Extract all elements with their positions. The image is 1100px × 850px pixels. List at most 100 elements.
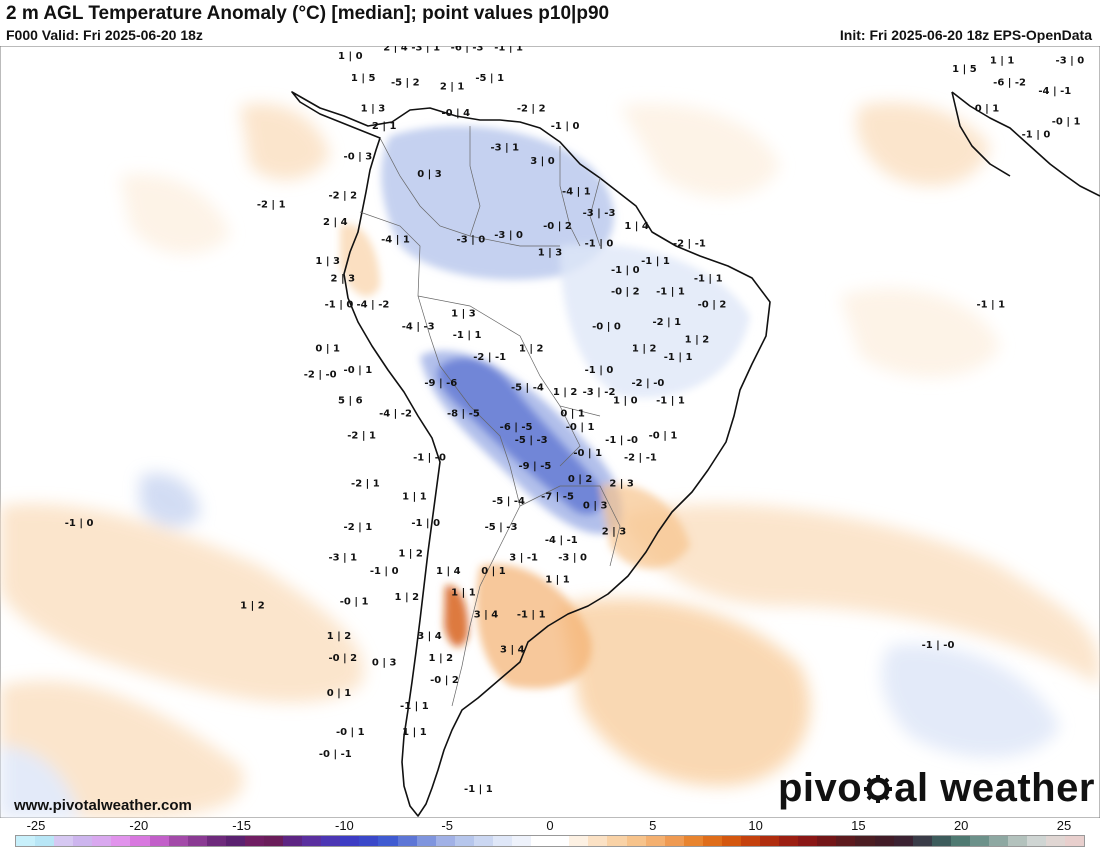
- point-value-label: -1 | 1: [641, 256, 670, 267]
- point-value-label: 1 | 5: [952, 64, 977, 75]
- point-value-label: 2 | 4: [383, 46, 408, 53]
- south-america-outline: [291, 91, 1100, 817]
- colorbar-swatch: [283, 836, 303, 846]
- colorbar-swatch: [244, 836, 265, 846]
- colorbar-label: -5: [441, 818, 453, 833]
- point-value-label: -1 | 0: [611, 265, 640, 276]
- point-value-label: -0 | 4: [441, 108, 470, 119]
- point-value-label: -4 | -1: [545, 535, 578, 546]
- colorbar-swatch: [798, 836, 818, 846]
- colorbar-swatch: [321, 836, 341, 846]
- map-header: 2 m AGL Temperature Anomaly (°C) [median…: [0, 0, 1100, 46]
- colorbar-swatches: [15, 835, 1085, 847]
- point-value-label: 3 | 0: [530, 156, 555, 167]
- point-value-label: 2 | 4: [323, 217, 348, 228]
- point-value-label: -8 | -5: [447, 409, 480, 420]
- point-value-label: -3 | -3: [583, 208, 616, 219]
- point-value-label: -5 | -4: [492, 496, 525, 507]
- point-value-label: 2 | 3: [609, 479, 634, 490]
- colorbar-label: 20: [953, 818, 969, 833]
- point-value-label: 1 | 3: [451, 308, 476, 319]
- colorbar-swatch: [740, 836, 761, 846]
- point-value-label: -1 | 0: [585, 365, 614, 376]
- point-value-label: -1 | 0: [65, 518, 94, 529]
- point-value-label: -0 | 1: [336, 727, 365, 738]
- colorbar-swatch: [969, 836, 989, 846]
- point-value-label: -1 | 1: [976, 300, 1005, 311]
- colorbar-swatch: [416, 836, 436, 846]
- point-value-label: -2 | 1: [347, 431, 376, 442]
- point-value-label: 1 | 2: [519, 343, 544, 354]
- colorbar-label: 5: [649, 818, 657, 833]
- colorbar-swatch: [130, 836, 150, 846]
- point-value-label: -1 | 1: [400, 701, 429, 712]
- point-value-label: 1 | 1: [402, 727, 427, 738]
- colorbar-swatch: [664, 836, 684, 846]
- colorbar-label: 0: [546, 818, 554, 833]
- point-value-label: -1 | 0: [411, 518, 440, 529]
- point-value-label: -2 | -0: [631, 378, 664, 389]
- point-value-label: -2 | -0: [304, 370, 337, 381]
- point-value-label: 2 | 1: [440, 82, 465, 93]
- point-value-label: 1 | 2: [395, 592, 420, 603]
- colorbar-swatch: [264, 836, 284, 846]
- colorbar-swatch: [569, 836, 589, 846]
- point-value-label: -2 | 1: [344, 522, 373, 533]
- colorbar-swatch: [225, 836, 245, 846]
- point-value-label: 1 | 1: [545, 575, 570, 586]
- colorbar-swatch: [512, 836, 532, 846]
- colorbar-swatch: [645, 836, 665, 846]
- temperature-anomaly-map[interactable]: 1 | 02 | 4 -3 | 1 -6 | -3 -1 | 11 | 5 -5 | 2…: [0, 46, 1100, 818]
- point-value-label: -5 | 1: [475, 73, 504, 84]
- point-value-label: -3 | 0: [457, 234, 486, 245]
- point-value-label: -1 | -0: [922, 640, 955, 651]
- colorbar-swatch: [988, 836, 1009, 846]
- point-value-label: 2 | 3: [602, 527, 627, 538]
- point-value-label: 2 | 1: [372, 121, 397, 132]
- point-value-label: -4 | 1: [562, 186, 591, 197]
- colorbar-label: 10: [748, 818, 763, 833]
- colorbar-swatch: [855, 836, 875, 846]
- point-value-label: -1 | 1: [694, 274, 723, 285]
- point-value-label: -0 | 0: [592, 322, 621, 333]
- point-value-label: -2 | -1: [624, 452, 657, 463]
- colorbar-label: -20: [129, 818, 149, 833]
- colorbar-swatch: [1046, 836, 1066, 846]
- point-value-label: -0 | 1: [344, 365, 373, 376]
- colorbar-swatch: [149, 836, 169, 846]
- colorbar-swatch: [531, 836, 551, 846]
- point-value-label: -0 | 1: [1052, 117, 1081, 128]
- point-value-label: 1 | 2: [429, 653, 454, 664]
- point-value-label: 0 | 1: [975, 103, 1000, 114]
- colorbar-swatch: [588, 836, 608, 846]
- colorbar-swatch: [397, 836, 417, 846]
- colorbar-swatch: [779, 836, 799, 846]
- point-value-label: -9 | -5: [518, 461, 551, 472]
- point-value-label: -0 | 2: [543, 221, 572, 232]
- colorbar-swatch: [683, 836, 703, 846]
- colorbar-label: -15: [232, 818, 251, 833]
- colorbar-swatch: [912, 836, 932, 846]
- colorbar-swatch: [1065, 836, 1085, 846]
- colorbar-swatch: [435, 836, 455, 846]
- point-value-label: -3 | 0: [558, 553, 587, 564]
- point-value-label: -2 | 2: [517, 103, 546, 114]
- point-value-label: 1 | 0: [613, 396, 638, 407]
- point-value-label: -2 | 1: [351, 479, 380, 490]
- colorbar-swatch: [111, 836, 131, 846]
- point-value-label: -3 | 1: [328, 553, 357, 564]
- point-value-label: -5 | -3: [485, 522, 518, 533]
- point-value-label: -3 | 0: [1056, 55, 1085, 66]
- point-value-label: -3 | -2: [583, 387, 616, 398]
- point-value-label: -0 | 2: [698, 300, 727, 311]
- colorbar-swatch: [1008, 836, 1028, 846]
- colorbar-labels: -25 -20 -15 -10 -5 0 5 10 15 20 25: [0, 818, 1100, 834]
- point-value-label: -0 | 2: [430, 675, 459, 686]
- colorbar-swatch: [473, 836, 493, 846]
- point-value-label: -3 | 1: [411, 46, 440, 53]
- point-value-label: -1 | 1: [464, 784, 493, 795]
- point-value-label: -3 | 1: [490, 143, 519, 154]
- point-value-label: -5 | 2: [391, 77, 420, 88]
- point-value-label: -6 | -2: [993, 77, 1026, 88]
- point-value-label: -2 | 2: [328, 191, 357, 202]
